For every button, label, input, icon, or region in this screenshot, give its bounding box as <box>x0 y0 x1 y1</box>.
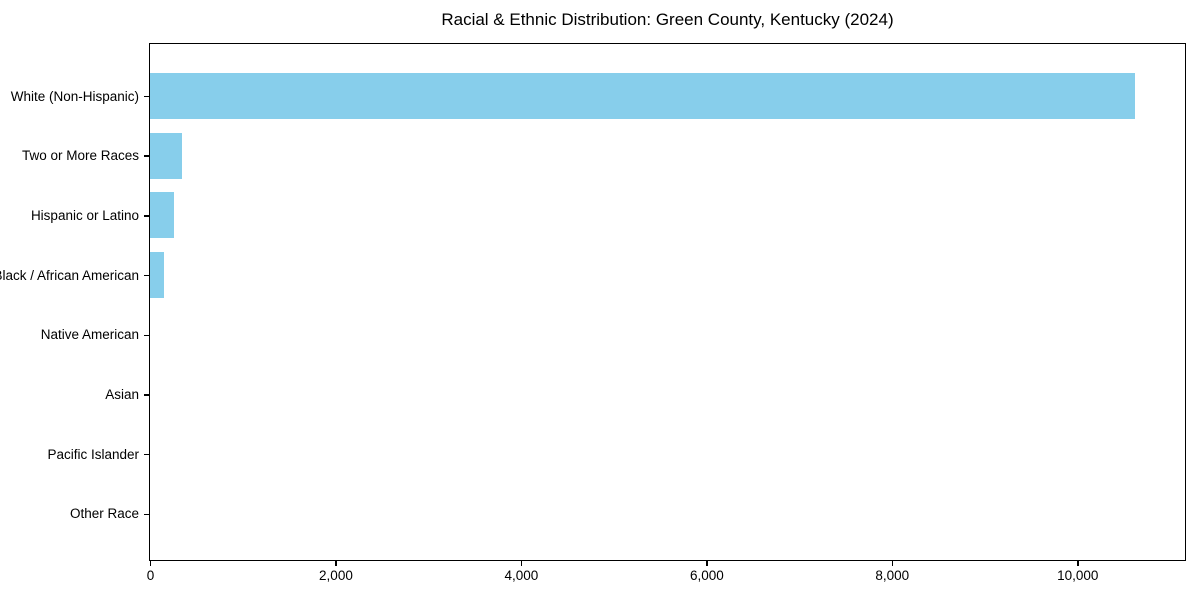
y-axis-label-asian: Asian <box>105 387 139 402</box>
y-axis-label-hispanic-or-latino: Hispanic or Latino <box>30 207 139 223</box>
y-axis-label-black-african-american: Black / African American <box>0 267 139 283</box>
y-axis-tick <box>144 215 149 217</box>
x-axis-tick-label: 10,000 <box>1057 568 1099 583</box>
x-axis-tick <box>706 561 708 566</box>
y-axis-label-pacific-islander: Pacific Islander <box>47 446 139 462</box>
x-axis-tick <box>1077 561 1079 566</box>
chart-title: Racial & Ethnic Distribution: Green Coun… <box>441 10 894 29</box>
y-axis-label-other-race: Other Race <box>69 506 139 522</box>
y-axis-tick <box>144 274 149 277</box>
y-axis-tick <box>144 95 149 98</box>
bar-black-african-american <box>150 252 165 299</box>
x-axis-tick <box>891 561 894 566</box>
y-axis-label-two-or-more-races: Two or More Races <box>21 148 139 164</box>
y-axis-tick <box>144 155 149 157</box>
bar-two-or-more-races <box>150 132 182 179</box>
x-axis-tick-label: 8,000 <box>875 568 910 583</box>
y-axis-tick <box>144 394 149 396</box>
plot-area <box>149 43 1186 561</box>
y-axis-tick <box>144 453 149 456</box>
x-axis-tick <box>335 561 337 566</box>
y-axis-tick <box>144 334 149 337</box>
x-axis-tick-label: 6,000 <box>689 568 724 583</box>
x-axis-tick-label: 2,000 <box>319 568 353 583</box>
x-axis-tick-label: 4,000 <box>504 568 539 583</box>
y-axis-tick <box>144 513 149 516</box>
bar-white-non-hispanic <box>150 73 1135 119</box>
x-axis-tick <box>149 561 152 566</box>
y-axis-label-native-american: Native American <box>40 327 139 343</box>
x-axis-tick-label: 0 <box>146 568 155 583</box>
y-axis-label-white-non-hispanic: White (Non-Hispanic) <box>10 88 139 104</box>
bar-hispanic-or-latino <box>150 192 175 239</box>
x-axis-tick <box>520 561 523 566</box>
